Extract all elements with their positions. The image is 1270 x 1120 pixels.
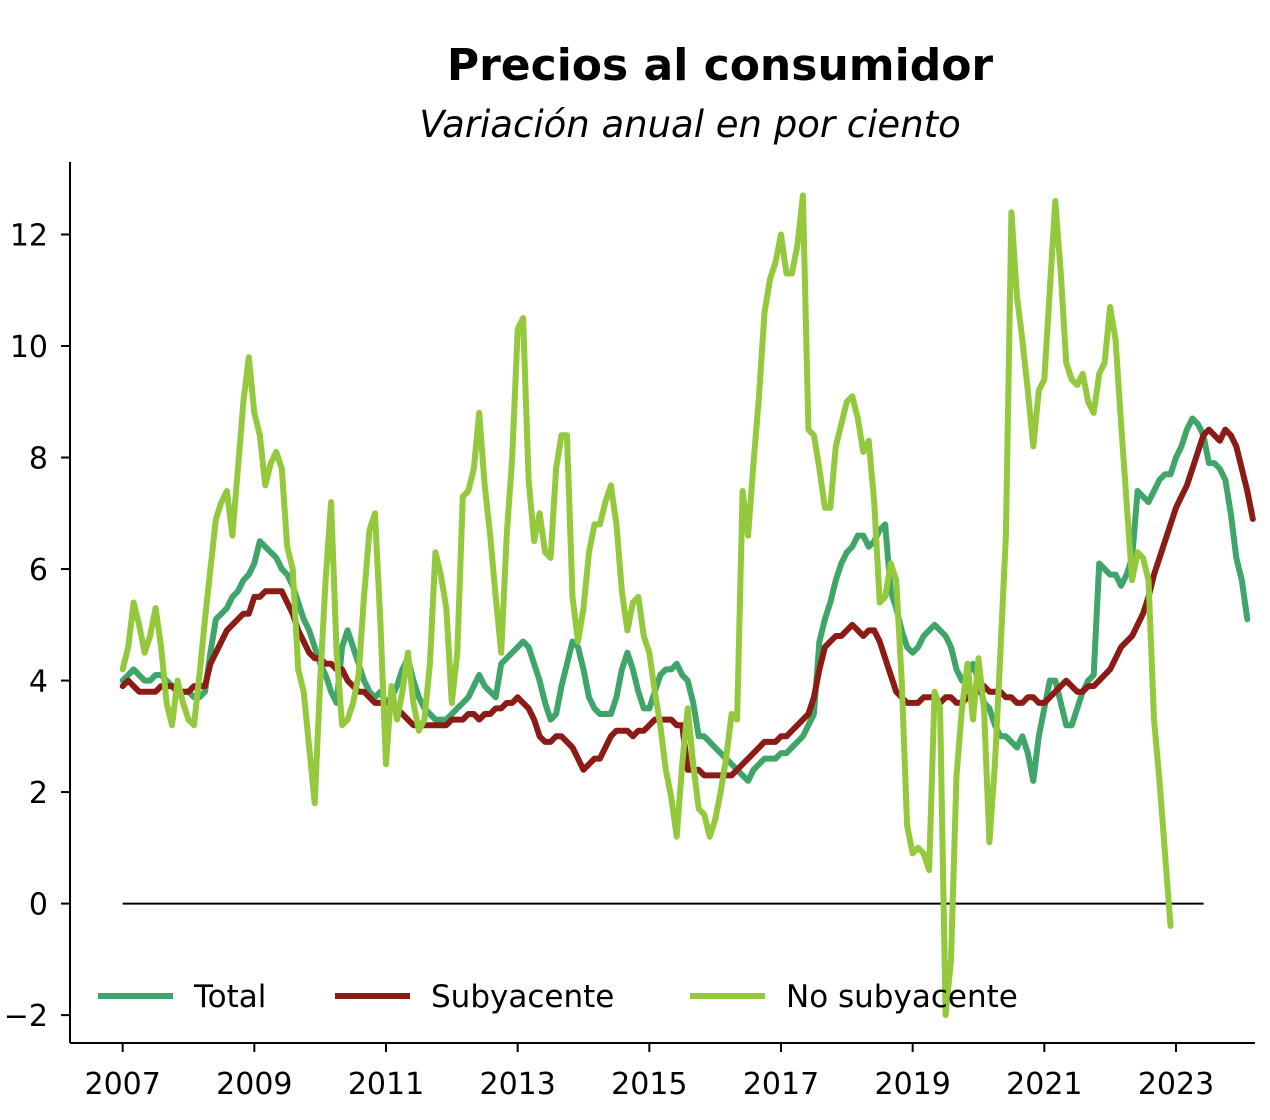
- y-tick-label: 2: [29, 776, 48, 811]
- legend-label: No subyacente: [786, 979, 1018, 1015]
- x-tick-label: 2023: [1138, 1067, 1214, 1102]
- y-tick-label: 8: [29, 442, 48, 477]
- x-tick-label: 2021: [1006, 1067, 1082, 1102]
- series-line-total: [119, 415, 1251, 784]
- x-tick-label: 2009: [216, 1067, 292, 1102]
- series-layer: [119, 192, 1256, 1019]
- y-tick-label: −2: [4, 999, 48, 1034]
- legend: Total Subyacente No subyacente: [98, 979, 1018, 1015]
- chart-subtitle: Variación anual en por ciento: [419, 103, 961, 146]
- x-tick-label: 2013: [479, 1067, 555, 1102]
- x-tick-label: 2017: [743, 1067, 819, 1102]
- x-tick-label: 2015: [611, 1067, 687, 1102]
- legend-label: Subyacente: [431, 979, 614, 1015]
- y-tick-label: 4: [29, 665, 48, 700]
- legend-label: Total: [193, 979, 266, 1015]
- x-tick-label: 2019: [874, 1067, 950, 1102]
- x-tick-label: 2011: [348, 1067, 424, 1102]
- y-tick-label: 0: [29, 888, 48, 923]
- axes: −2 0 2 4 6 8 10 12 2007 2009 2011 2013 2015 2017 2019 2…: [4, 162, 1255, 1102]
- y-tick-label: 10: [10, 330, 48, 365]
- y-tick-label: 12: [10, 218, 48, 253]
- chart-title: Precios al consumidor: [446, 40, 994, 91]
- x-tick-label: 2007: [84, 1067, 160, 1102]
- series-line-subyacente: [119, 426, 1256, 779]
- y-tick-label: 6: [29, 553, 48, 588]
- series-line-no-subyacente: [119, 192, 1174, 1019]
